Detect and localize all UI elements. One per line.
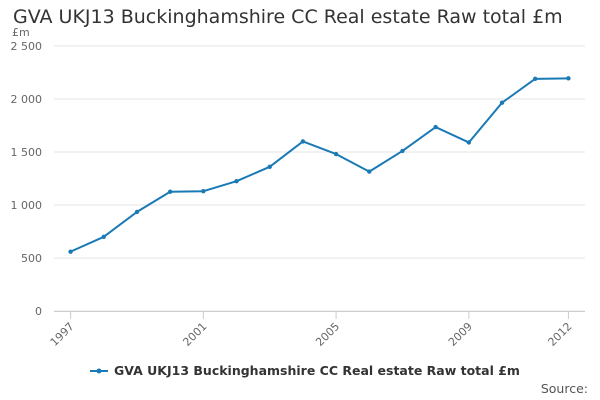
data-point (333, 151, 339, 157)
legend[interactable]: GVA UKJ13 Buckinghamshire CC Real estate… (0, 363, 600, 379)
data-point (68, 249, 73, 254)
y-tick-label: 1 000 (11, 199, 43, 212)
x-tick-label: 2005 (313, 320, 342, 349)
series-layer (68, 76, 571, 254)
data-point (201, 189, 206, 194)
source-label: Source: (540, 381, 588, 396)
data-point (134, 209, 140, 215)
y-tick-label: 0 (35, 305, 42, 318)
y-axis-label: £m (12, 26, 30, 39)
data-point (167, 189, 173, 194)
legend-line-icon (90, 368, 109, 373)
data-point (101, 234, 106, 239)
data-point (533, 76, 538, 82)
x-tick-label: 1997 (48, 320, 77, 349)
data-point (400, 148, 405, 154)
data-point (367, 169, 372, 174)
axes: 0 500 1 000 1 500 2 000 2 500£m 1997 2001 2005 20… (11, 26, 585, 349)
data-point (267, 164, 272, 170)
chart-title: GVA UKJ13 Buckinghamshire CC Real estate… (13, 6, 563, 28)
x-tick-label: 2012 (546, 320, 575, 349)
data-point (234, 178, 239, 184)
data-point (499, 100, 505, 105)
x-tick-label: 2001 (180, 320, 209, 349)
y-tick-label: 2 000 (11, 93, 43, 106)
series-line (69, 77, 570, 253)
data-point (566, 76, 571, 81)
gridlines (54, 45, 585, 312)
data-point (433, 124, 438, 130)
y-tick-label: 500 (21, 252, 42, 265)
data-point (300, 139, 306, 144)
y-tick-label: 2 500 (11, 40, 43, 53)
data-point (466, 140, 472, 145)
legend-label: GVA UKJ13 Buckinghamshire CC Real estate… (114, 363, 520, 378)
x-tick-label: 2009 (446, 320, 475, 349)
y-tick-label: 1 500 (11, 146, 43, 159)
